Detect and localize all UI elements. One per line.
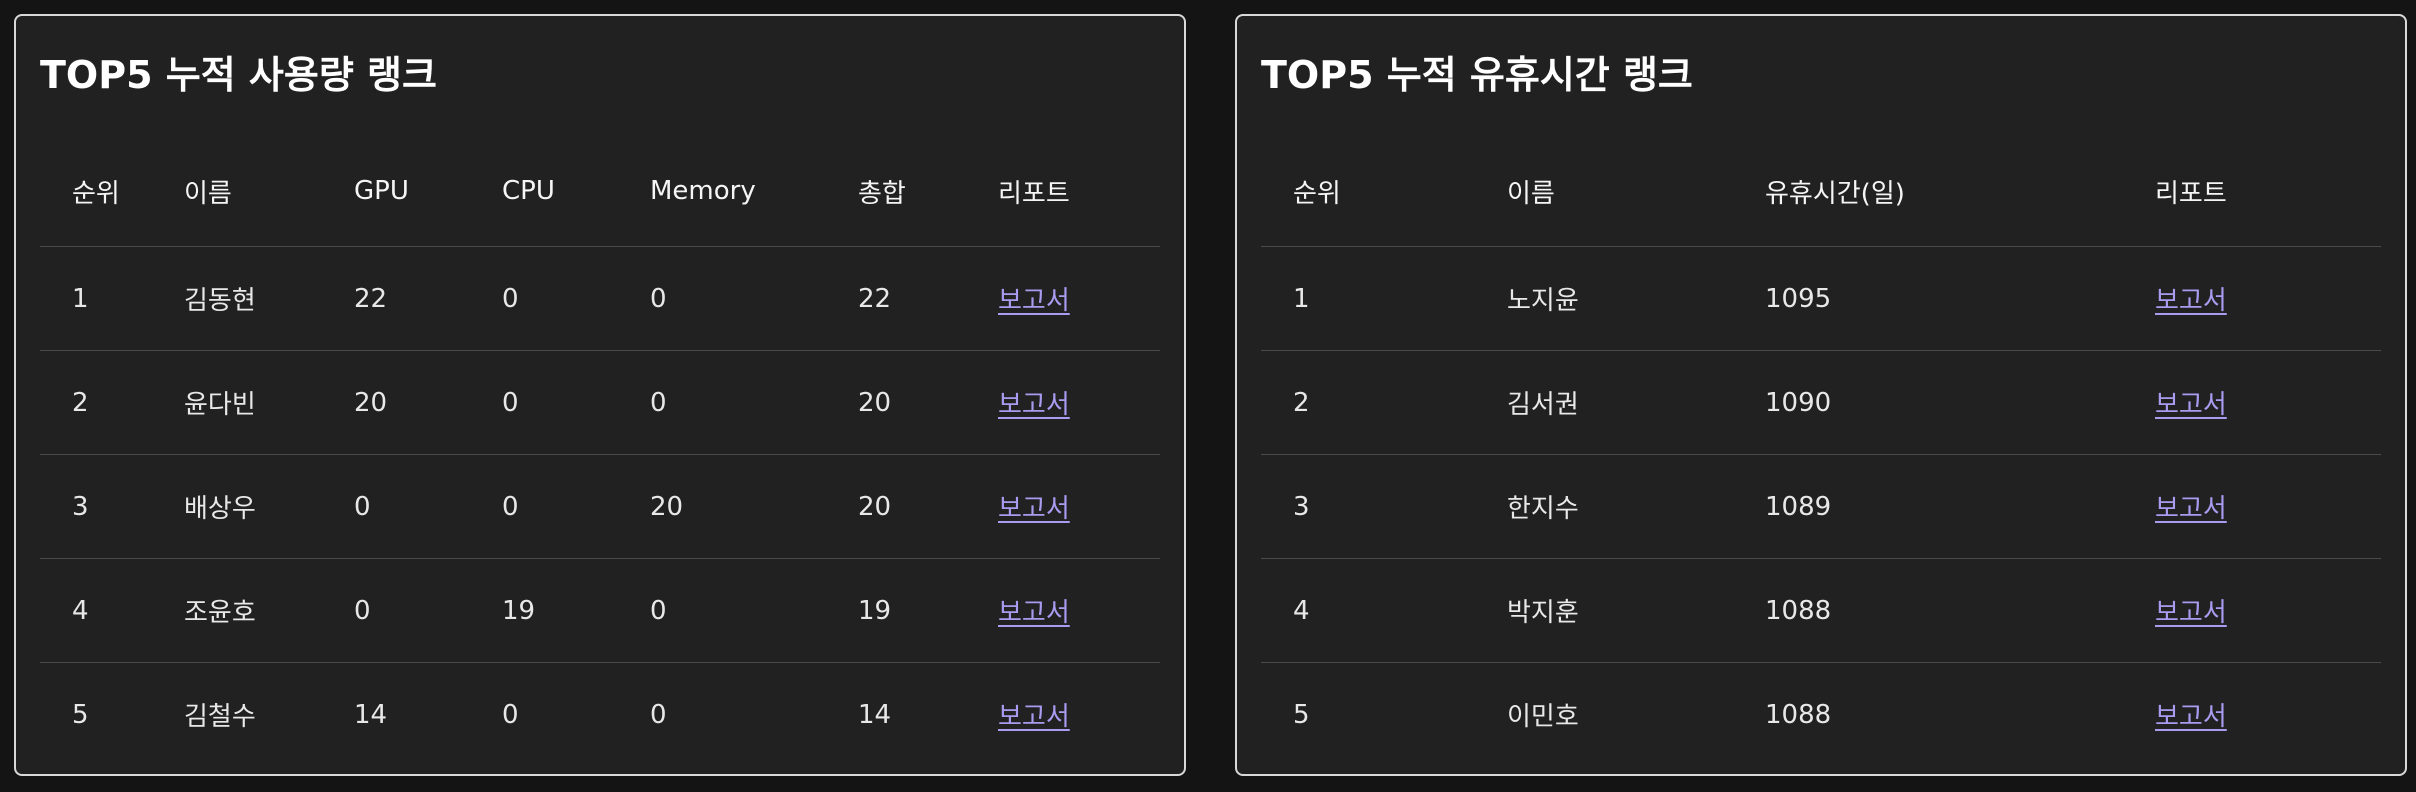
report-cell: 보고서 (2123, 558, 2381, 663)
column-header-gpu: GPU (322, 136, 470, 247)
report-cell: 보고서 (2123, 663, 2381, 767)
column-header-idle-days: 유휴시간(일) (1733, 136, 2123, 247)
total-cell: 14 (858, 699, 892, 730)
gpu-cell: 0 (322, 558, 470, 663)
report-cell: 보고서 (966, 246, 1160, 351)
usage-rank-panel: TOP5 누적 사용량 랭크 순위 이름 GPU CPU Memory 총합 리… (14, 14, 1186, 776)
table-row: 1 노지윤 1095 보고서 (1261, 246, 2381, 351)
cpu-cell: 0 (470, 350, 618, 455)
name-cell: 박지훈 (1475, 558, 1733, 663)
table-header-row: 순위 이름 유휴시간(일) 리포트 (1261, 136, 2381, 247)
rank-cell: 4 (40, 558, 152, 663)
name-cell: 김동현 (152, 246, 322, 351)
report-link[interactable]: 보고서 (2155, 598, 2227, 628)
cpu-cell: 0 (470, 454, 618, 559)
idle-days-cell: 1088 (1765, 699, 1832, 730)
report-link[interactable]: 보고서 (998, 286, 1070, 316)
cpu-cell: 19 (470, 558, 618, 663)
report-link[interactable]: 보고서 (998, 598, 1070, 628)
table-row: 4 박지훈 1088 보고서 (1261, 558, 2381, 663)
rank-cell: 3 (1261, 454, 1475, 559)
gpu-cell: 14 (354, 699, 388, 730)
rank-cell: 5 (72, 699, 89, 730)
column-header-name: 이름 (152, 136, 322, 247)
idle-rank-table: 순위 이름 유휴시간(일) 리포트 1 노지윤 1095 보고서 2 김서권 1… (1261, 136, 2381, 766)
name-cell: 김서권 (1475, 350, 1733, 455)
report-cell: 보고서 (966, 454, 1160, 559)
idle-days-cell: 1090 (1733, 350, 2123, 455)
report-cell: 보고서 (2123, 246, 2381, 351)
name-cell: 노지윤 (1475, 246, 1733, 351)
name-cell: 한지수 (1475, 454, 1733, 559)
table-row: 5 김철수 14 0 0 14 보고서 (40, 663, 1160, 767)
idle-rank-title: TOP5 누적 유휴시간 랭크 (1261, 53, 1693, 97)
idle-days-cell: 1089 (1733, 454, 2123, 559)
total-cell: 20 (826, 350, 966, 455)
name-cell: 조윤호 (152, 558, 322, 663)
report-link[interactable]: 보고서 (2155, 702, 2227, 732)
memory-cell: 0 (650, 699, 667, 730)
cpu-cell: 0 (502, 699, 519, 730)
memory-cell: 0 (618, 558, 826, 663)
table-row: 3 한지수 1089 보고서 (1261, 454, 2381, 559)
name-cell: 배상우 (152, 454, 322, 559)
report-cell: 보고서 (2123, 350, 2381, 455)
idle-rank-panel: TOP5 누적 유휴시간 랭크 순위 이름 유휴시간(일) 리포트 1 노지윤 … (1235, 14, 2407, 776)
table-row: 4 조윤호 0 19 0 19 보고서 (40, 558, 1160, 663)
report-cell: 보고서 (966, 350, 1160, 455)
report-link[interactable]: 보고서 (2155, 494, 2227, 524)
rank-cell: 3 (40, 454, 152, 559)
report-link[interactable]: 보고서 (998, 390, 1070, 420)
memory-cell: 0 (618, 246, 826, 351)
memory-cell: 0 (618, 350, 826, 455)
report-link[interactable]: 보고서 (2155, 390, 2227, 420)
column-header-memory: Memory (618, 136, 826, 247)
column-header-cpu: CPU (470, 136, 618, 247)
table-row: 5 이민호 1088 보고서 (1261, 663, 2381, 767)
column-header-total: 총합 (826, 136, 966, 247)
gpu-cell: 20 (322, 350, 470, 455)
rank-cell: 2 (40, 350, 152, 455)
name-cell: 이민호 (1507, 702, 1579, 732)
column-header-rank: 순위 (40, 136, 152, 247)
gpu-cell: 22 (322, 246, 470, 351)
report-cell: 보고서 (966, 663, 1160, 767)
report-link[interactable]: 보고서 (998, 702, 1070, 732)
rank-cell: 5 (1293, 699, 1310, 730)
report-link[interactable]: 보고서 (998, 494, 1070, 524)
report-cell: 보고서 (966, 558, 1160, 663)
usage-rank-table: 순위 이름 GPU CPU Memory 총합 리포트 1 김동현 22 0 0… (40, 136, 1160, 766)
table-row: 2 윤다빈 20 0 0 20 보고서 (40, 350, 1160, 455)
total-cell: 20 (826, 454, 966, 559)
rank-cell: 4 (1261, 558, 1475, 663)
total-cell: 22 (826, 246, 966, 351)
name-cell: 김철수 (184, 702, 256, 732)
report-link[interactable]: 보고서 (2155, 286, 2227, 316)
idle-days-cell: 1088 (1733, 558, 2123, 663)
column-header-name: 이름 (1475, 136, 1733, 247)
table-row: 2 김서권 1090 보고서 (1261, 350, 2381, 455)
idle-days-cell: 1095 (1733, 246, 2123, 351)
rank-cell: 1 (1261, 246, 1475, 351)
table-row: 3 배상우 0 0 20 20 보고서 (40, 454, 1160, 559)
table-header-row: 순위 이름 GPU CPU Memory 총합 리포트 (40, 136, 1160, 247)
column-header-report: 리포트 (2123, 136, 2381, 247)
total-cell: 19 (826, 558, 966, 663)
name-cell: 윤다빈 (152, 350, 322, 455)
column-header-report: 리포트 (966, 136, 1160, 247)
gpu-cell: 0 (322, 454, 470, 559)
table-row: 1 김동현 22 0 0 22 보고서 (40, 246, 1160, 351)
column-header-rank: 순위 (1261, 136, 1475, 247)
usage-rank-title: TOP5 누적 사용량 랭크 (40, 53, 437, 97)
memory-cell: 20 (618, 454, 826, 559)
rank-cell: 1 (40, 246, 152, 351)
rank-cell: 2 (1261, 350, 1475, 455)
report-cell: 보고서 (2123, 454, 2381, 559)
cpu-cell: 0 (470, 246, 618, 351)
